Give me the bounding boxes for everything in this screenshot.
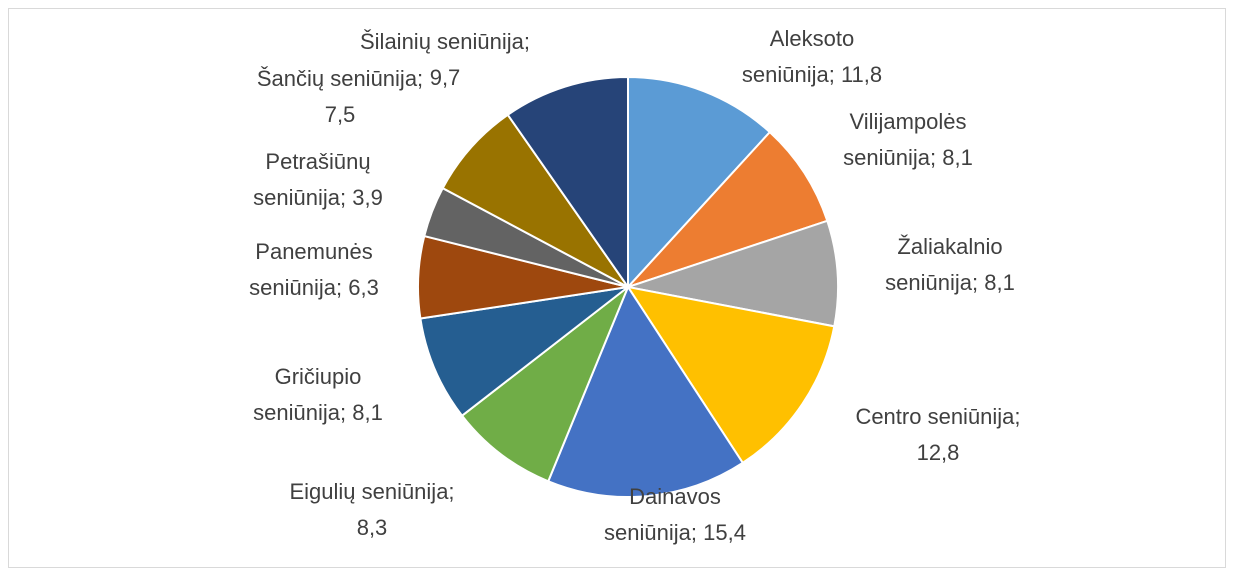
pie-slice — [627, 75, 772, 290]
pie-slice — [506, 75, 629, 291]
pie-slice — [441, 113, 629, 288]
data-label: Eigulių seniūnija; 8,3 — [289, 479, 455, 540]
pie-slice — [460, 283, 631, 483]
chart: Aleksoto seniūnija; 11,8 Vilijampolės sen… — [8, 8, 1226, 568]
data-label: Vilijampolės seniūnija; 8,1 — [843, 109, 973, 170]
data-label: Centro seniūnija; 12,8 — [855, 404, 1021, 465]
data-label: Šilainių seniūnija; 9,7 — [360, 29, 530, 90]
data-label: Aleksoto seniūnija; 11,8 — [741, 26, 883, 87]
pie-slice — [625, 285, 836, 465]
data-label: Gričiupio seniūnija; 8,1 — [253, 364, 383, 425]
pie-slice — [419, 285, 632, 418]
data-label: Žaliakalnio seniūnija; 8,1 — [885, 234, 1015, 295]
pie — [417, 75, 839, 498]
data-label: Šančių seniūnija; 7,5 — [256, 66, 424, 127]
data-label: Dainavos seniūnija; 15,4 — [604, 484, 746, 545]
data-label: Petrašiūnų seniūnija; 3,9 — [253, 149, 383, 210]
pie-slice — [624, 130, 829, 290]
data-label: Panemunės seniūnija; 6,3 — [249, 239, 379, 300]
pie-slice — [624, 219, 839, 328]
pie-slice — [546, 284, 745, 498]
